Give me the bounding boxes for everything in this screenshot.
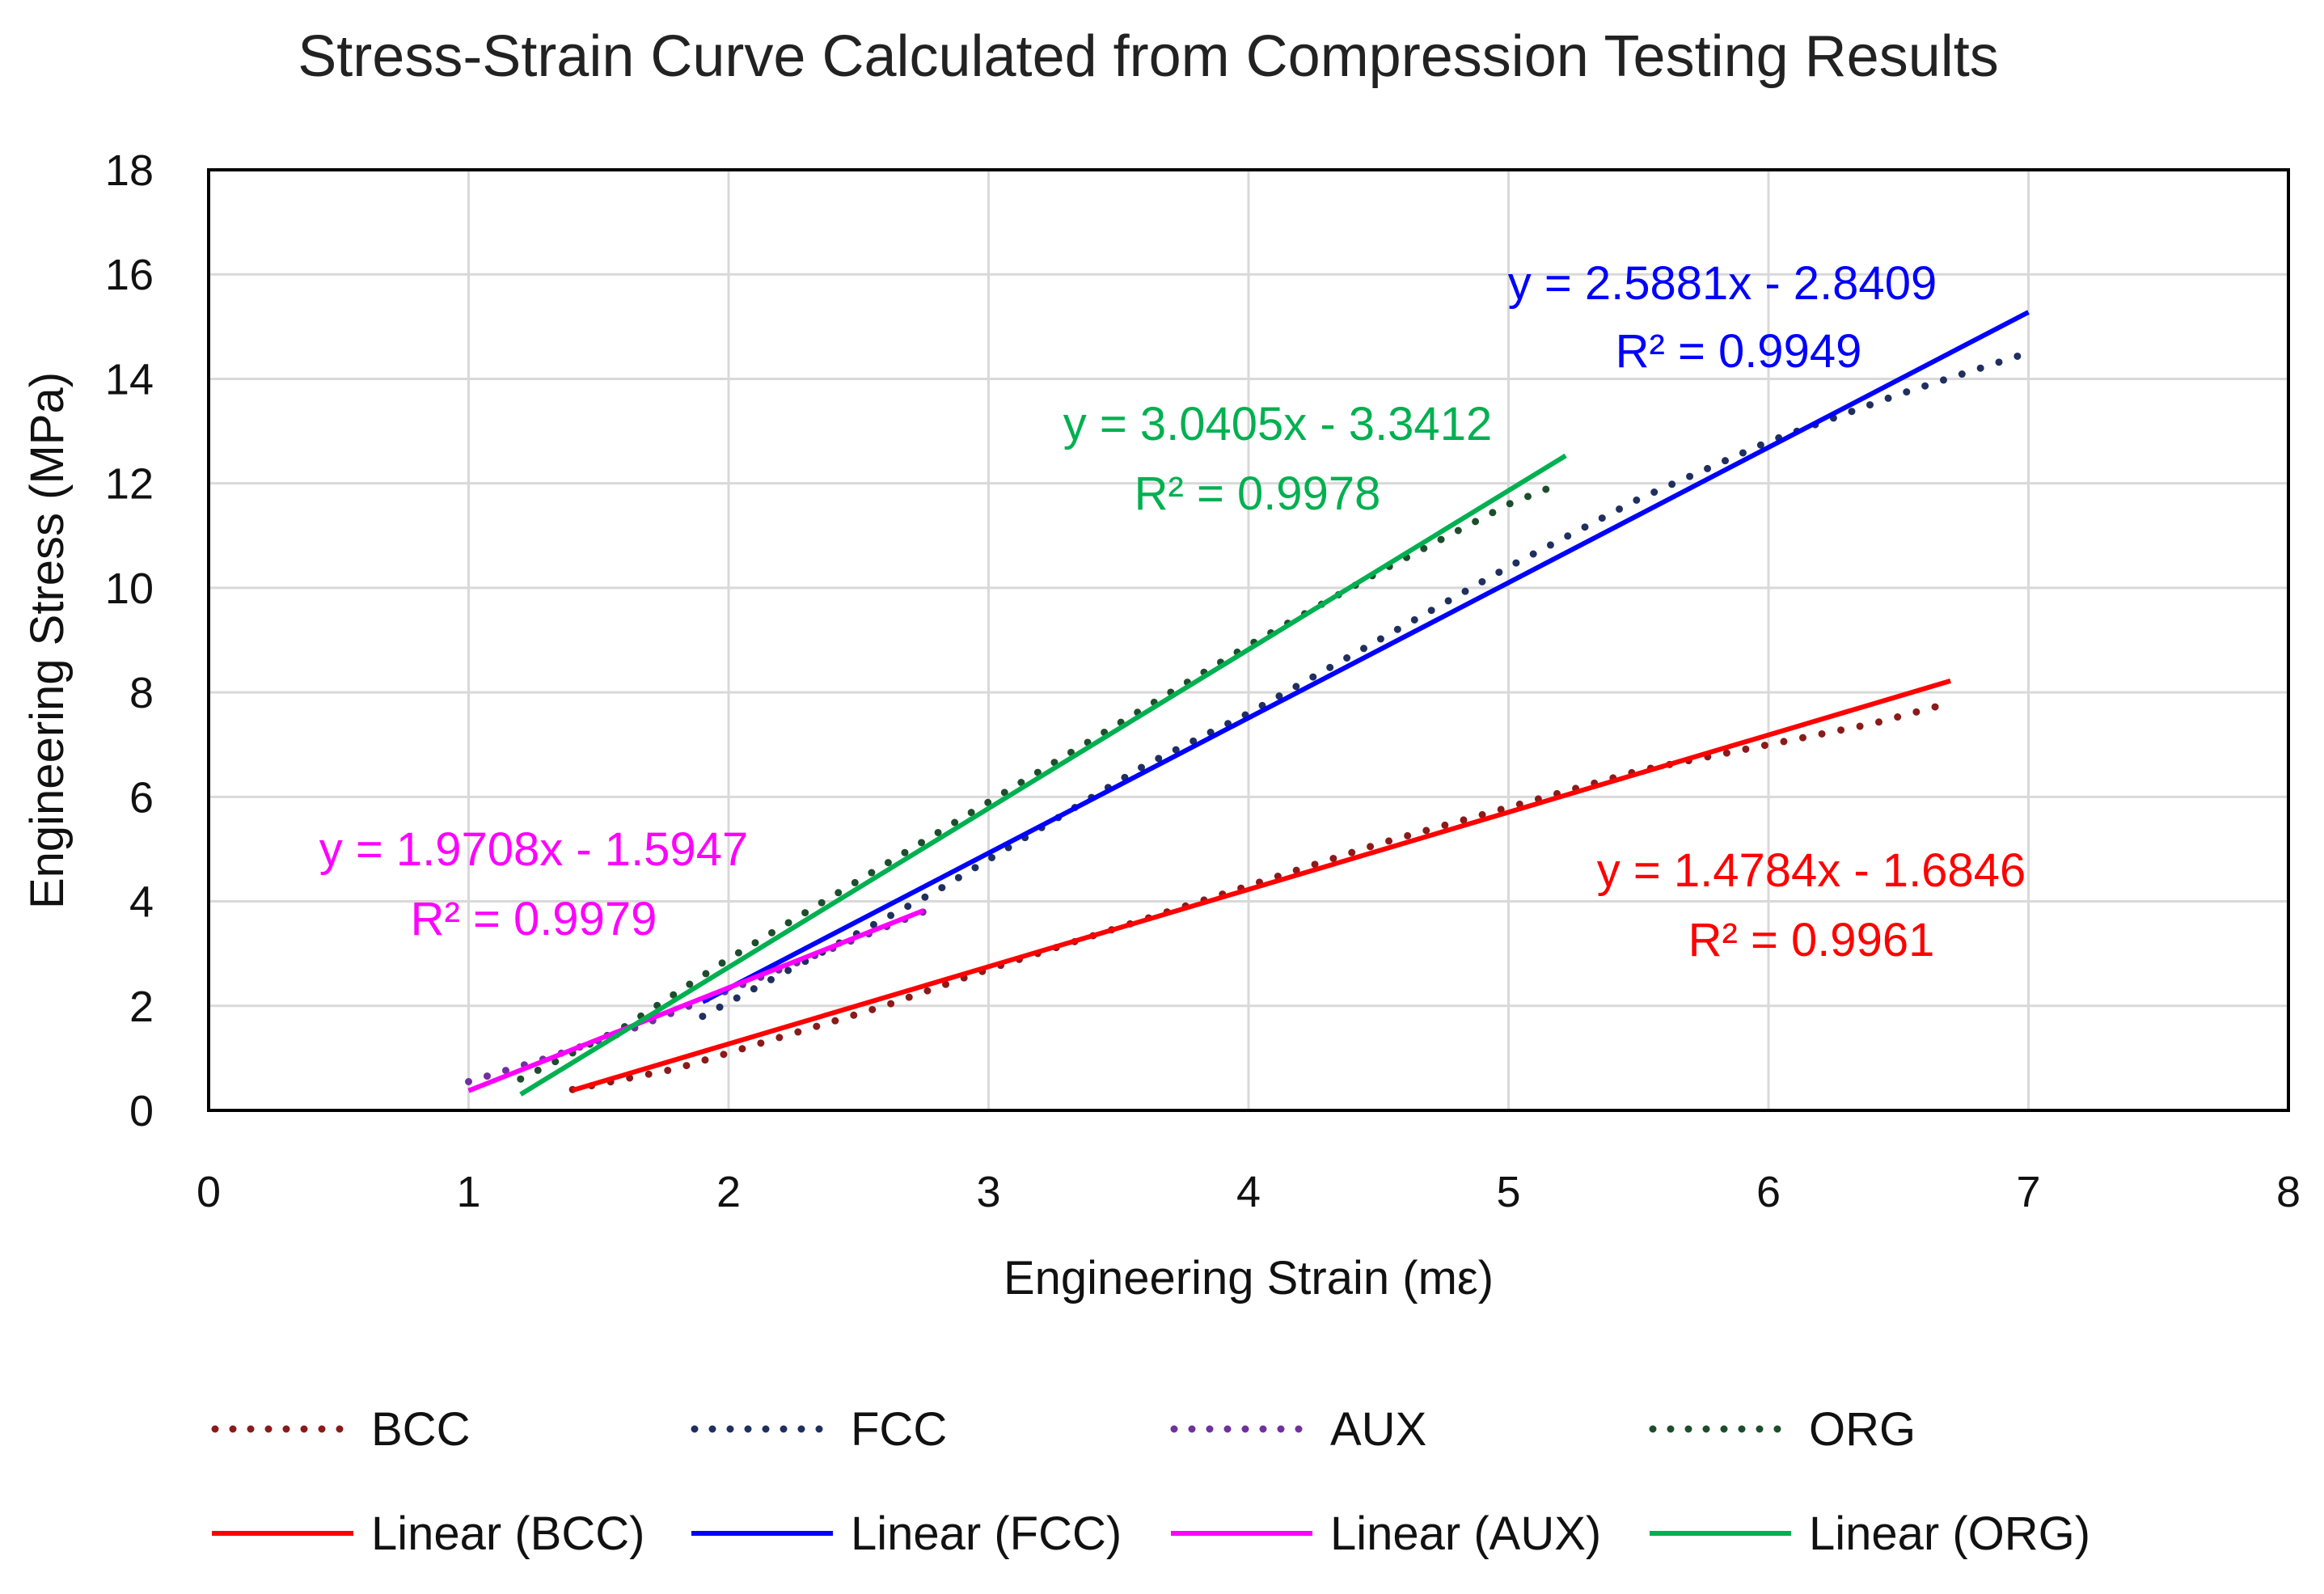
x-tick-label: 0 — [196, 1168, 221, 1216]
org-r-squared: R² = 0.9978 — [1135, 467, 1381, 520]
legend: BCC FCC AUX ORG Linear (BCC) Linear (FCC) Line… — [211, 1403, 2090, 1560]
y-tick-label: 8 — [129, 669, 154, 717]
x-tick-label: 4 — [1236, 1168, 1261, 1216]
y-tick-label: 16 — [105, 251, 154, 299]
y-tick-label: 12 — [105, 460, 154, 509]
bcc-r-squared: R² = 0.9961 — [1688, 914, 1935, 966]
plot-area-border — [207, 168, 2290, 1112]
x-axis-label: Engineering Strain (mε) — [1004, 1252, 1494, 1304]
annotation-aux: y = 1.9708x - 1.5947 R² = 0.9979 — [319, 823, 748, 945]
series-linear-org — [519, 453, 1567, 1097]
y-tick-label: 6 — [129, 773, 154, 822]
org-equation: y = 3.0405x - 3.3412 — [1063, 398, 1492, 450]
x-tick-label: 8 — [2276, 1168, 2301, 1216]
series-bcc — [568, 699, 1954, 1093]
legend-item-linear-bcc: Linear (BCC) — [212, 1507, 644, 1560]
x-tick-label: 2 — [716, 1168, 741, 1216]
legend-item-linear-org: Linear (ORG) — [1650, 1507, 2090, 1560]
legend-item-fcc: FCC — [691, 1403, 947, 1456]
y-tick-label: 18 — [105, 146, 154, 195]
series-layer — [465, 310, 2032, 1097]
y-axis-label: Engineering Stress (MPa) — [21, 372, 74, 909]
y-tick-label: 14 — [105, 355, 154, 404]
legend-item-org: ORG — [1649, 1403, 1916, 1456]
aux-equation: y = 1.9708x - 1.5947 — [319, 823, 748, 876]
series-org — [517, 480, 1565, 1083]
annotation-fcc: y = 2.5881x - 2.8409 R² = 0.9949 — [1508, 257, 1937, 378]
legend-item-bcc: BCC — [211, 1403, 470, 1456]
x-tick-label: 3 — [976, 1168, 1000, 1216]
bcc-equation: y = 1.4784x - 1.6846 — [1597, 844, 2026, 897]
series-linear-fcc — [701, 310, 2030, 1004]
y-axis-ticks: 0 2 4 6 8 10 12 14 16 18 — [105, 146, 154, 1135]
legend-label: Linear (AUX) — [1330, 1507, 1601, 1560]
y-tick-label: 2 — [129, 983, 154, 1031]
aux-r-squared: R² = 0.9979 — [411, 893, 657, 945]
annotation-org: y = 3.0405x - 3.3412 R² = 0.9978 — [1063, 398, 1492, 520]
series-linear-aux — [467, 908, 925, 1093]
x-tick-label: 5 — [1496, 1168, 1520, 1216]
legend-label: FCC — [851, 1403, 947, 1456]
legend-label: Linear (ORG) — [1809, 1507, 2090, 1560]
legend-label: Linear (BCC) — [371, 1507, 644, 1560]
y-tick-label: 4 — [129, 878, 154, 927]
legend-label: BCC — [371, 1403, 470, 1456]
legend-item-linear-aux: Linear (AUX) — [1171, 1507, 1601, 1560]
x-tick-label: 7 — [2016, 1168, 2040, 1216]
legend-label: ORG — [1809, 1403, 1916, 1456]
legend-label: AUX — [1330, 1403, 1426, 1456]
legend-label: Linear (FCC) — [851, 1507, 1122, 1560]
legend-item-aux: AUX — [1170, 1403, 1426, 1456]
x-tick-label: 6 — [1756, 1168, 1781, 1216]
series-fcc — [699, 349, 2032, 1021]
fcc-r-squared: R² = 0.9949 — [1616, 325, 1862, 378]
y-tick-label: 10 — [105, 564, 154, 613]
annotation-bcc: y = 1.4784x - 1.6846 R² = 0.9961 — [1597, 844, 2026, 966]
x-axis-ticks: 0 1 2 3 4 5 6 7 8 — [196, 1168, 2301, 1216]
y-tick-label: 0 — [129, 1087, 154, 1135]
legend-item-linear-fcc: Linear (FCC) — [691, 1507, 1122, 1560]
fcc-equation: y = 2.5881x - 2.8409 — [1508, 257, 1937, 310]
x-tick-label: 1 — [456, 1168, 480, 1216]
chart-title: Stress-Strain Curve Calculated from Comp… — [298, 24, 1998, 89]
series-linear-bcc — [572, 679, 1951, 1093]
